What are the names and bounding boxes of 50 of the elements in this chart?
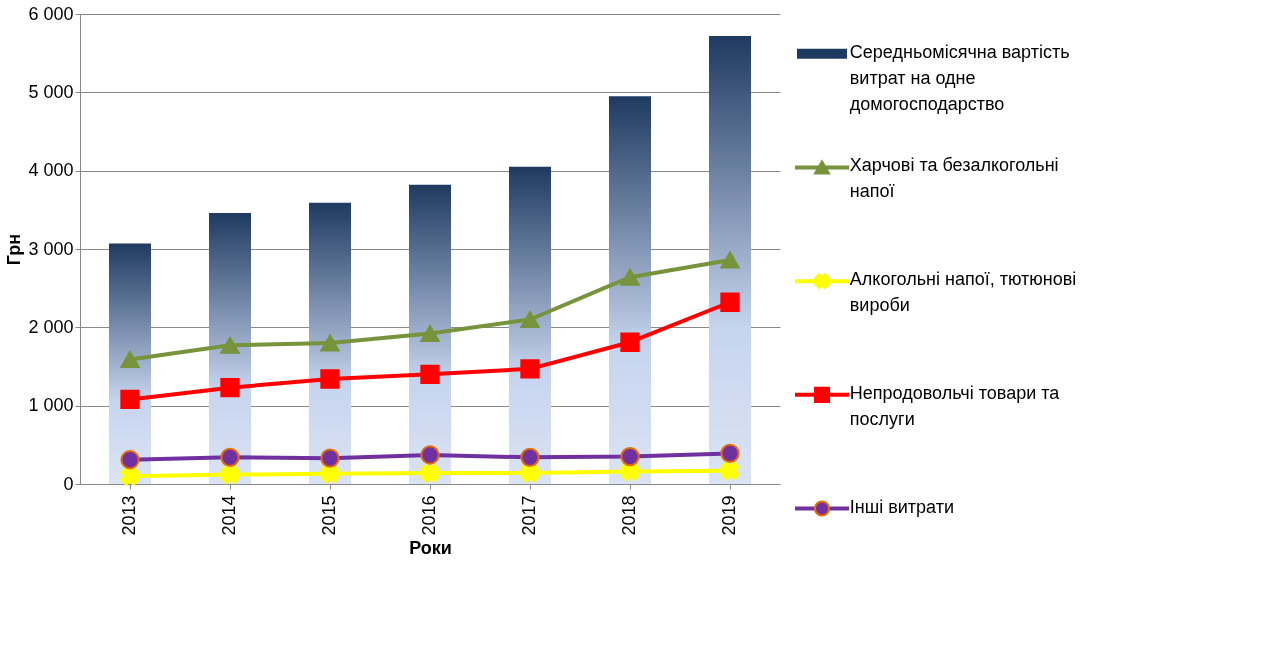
- x-tick-label: 2019: [719, 495, 739, 536]
- point: [120, 466, 140, 486]
- point: [120, 450, 140, 470]
- point: [220, 336, 240, 354]
- point: [520, 359, 540, 379]
- point: [720, 461, 740, 481]
- point: [620, 461, 640, 482]
- x-tick-label: 2017: [519, 495, 539, 536]
- legend-label: Алкогольні напої, тютюнові вироби: [849, 269, 1077, 316]
- point: [320, 334, 340, 352]
- point: [220, 447, 240, 468]
- legend-label: Непродовольчі товари та послуги: [849, 382, 1061, 429]
- legend-label: Середньомісячна вартість витрат на одне домогосподарство: [849, 41, 1070, 114]
- point: [120, 350, 140, 368]
- x-axis-title: Роки: [409, 537, 452, 558]
- point: [720, 251, 740, 269]
- point: [720, 292, 740, 312]
- point: [620, 446, 640, 467]
- y-tick-label: 3 000: [28, 238, 74, 259]
- point: [520, 447, 540, 468]
- point: [420, 445, 440, 465]
- point: [320, 464, 340, 484]
- point: [420, 364, 440, 384]
- x-tick-label: 2015: [319, 495, 339, 536]
- point: [420, 325, 440, 343]
- point: [520, 311, 540, 328]
- point: [720, 443, 740, 464]
- y-tick-label: 5 000: [28, 81, 74, 102]
- point: [220, 377, 240, 398]
- point: [520, 463, 540, 483]
- point: [120, 389, 140, 410]
- point: [320, 369, 340, 389]
- x-tick-label: 2013: [119, 495, 139, 536]
- bar: [709, 35, 751, 484]
- point: [320, 448, 340, 468]
- y-tick-label: 1 000: [28, 395, 74, 416]
- legend-label: Інші витрати: [849, 496, 954, 517]
- point: [420, 463, 440, 483]
- y-axis-title: Грн: [4, 233, 25, 266]
- legend-label: Харчові та безалкогольні напої: [849, 155, 1059, 202]
- x-tick-label: 2016: [419, 495, 439, 536]
- y-tick-label: 4 000: [28, 160, 74, 181]
- point: [620, 332, 640, 352]
- y-tick-label: 6 000: [28, 3, 74, 24]
- point: [620, 268, 640, 286]
- x-tick-label: 2018: [619, 495, 639, 536]
- y-tick-label: 2 000: [28, 316, 74, 337]
- y-tick-label: 0: [63, 473, 74, 494]
- point: [220, 465, 240, 485]
- x-tick-label: 2014: [219, 495, 239, 536]
